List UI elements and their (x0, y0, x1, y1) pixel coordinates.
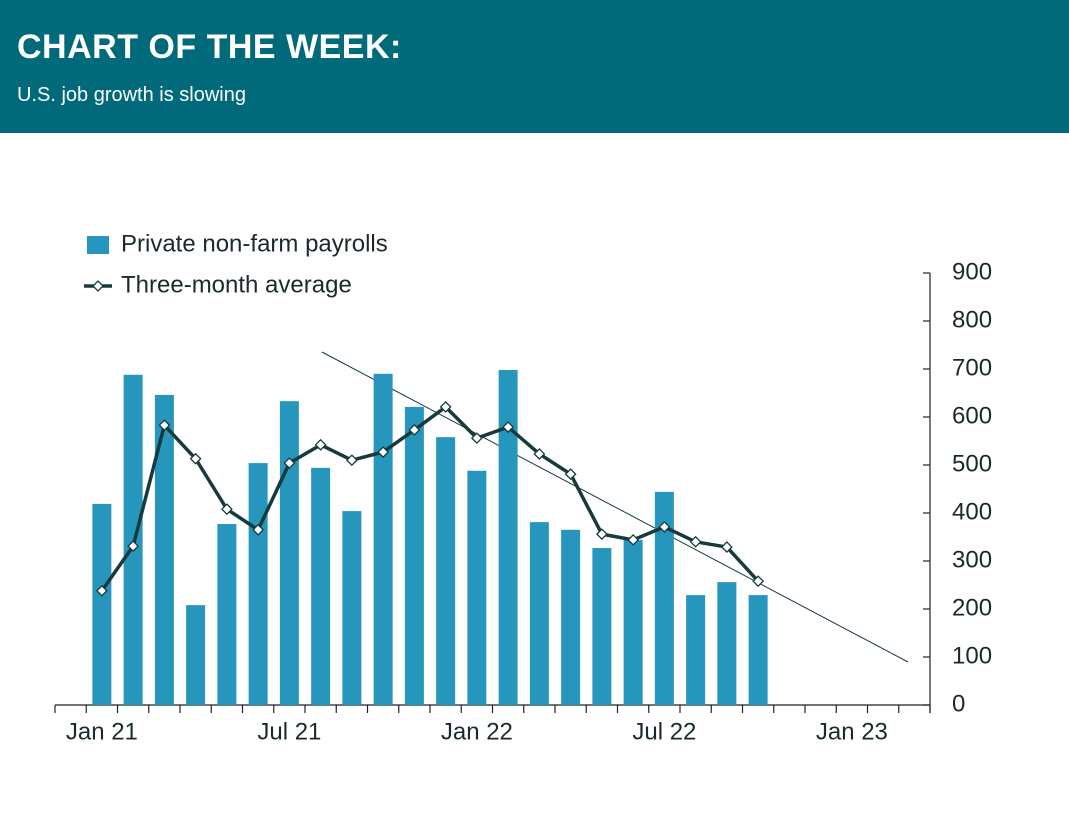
bar (467, 470, 487, 705)
bar (373, 373, 393, 705)
bar (686, 595, 706, 705)
line-marker (377, 446, 390, 458)
line-marker (220, 503, 233, 516)
line-marker (502, 421, 515, 433)
y-tick-label: 900 (952, 258, 992, 285)
y-tick-label: 0 (952, 690, 965, 717)
bar (154, 394, 174, 705)
y-tick-label: 800 (952, 306, 992, 333)
line-marker (345, 454, 358, 467)
legend-swatch (87, 236, 109, 254)
line-marker (658, 521, 671, 533)
line-marker (533, 448, 546, 460)
legend-label: Private non-farm payrolls (121, 230, 388, 257)
line-marker (252, 523, 265, 536)
trend-line (321, 351, 909, 663)
bar (654, 491, 674, 705)
bar (561, 529, 581, 705)
bar (498, 369, 518, 705)
y-tick-label: 300 (952, 546, 992, 573)
bar (217, 524, 237, 705)
line-marker (189, 452, 202, 465)
line-marker (95, 584, 108, 597)
line-marker (627, 533, 640, 546)
y-tick-label: 500 (952, 450, 992, 477)
bar (279, 401, 299, 705)
line-marker (127, 540, 140, 553)
legend-label: Three-month average (121, 271, 352, 298)
line-marker (439, 401, 452, 413)
subtitle: U.S. job growth is slowing (17, 84, 246, 106)
y-tick-label: 200 (952, 594, 992, 621)
y-tick-label: 700 (952, 354, 992, 381)
y-tick-label: 400 (952, 498, 992, 525)
line-marker (470, 432, 483, 445)
x-tick-label: Jan 22 (441, 718, 513, 745)
line-marker (283, 457, 296, 469)
bar (404, 406, 424, 705)
x-tick-label: Jan 23 (816, 718, 888, 745)
bar (436, 437, 456, 705)
line-marker (314, 438, 327, 451)
bar (529, 522, 549, 705)
bar (592, 548, 612, 705)
title: CHART OF THE WEEK: (17, 28, 402, 66)
bar (717, 582, 737, 705)
line-marker (720, 541, 733, 553)
y-tick-label: 600 (952, 402, 992, 429)
bar (248, 463, 268, 705)
bar (186, 605, 206, 705)
header: CHART OF THE WEEK: U.S. job growth is sl… (0, 0, 1069, 133)
line (100, 405, 760, 592)
bar (623, 539, 643, 705)
bar (342, 511, 362, 705)
line-marker (752, 575, 765, 588)
line-marker (689, 535, 702, 548)
line-marker (408, 424, 421, 436)
x-tick-label: Jul 21 (257, 718, 321, 745)
bar (311, 467, 331, 705)
line-marker (564, 468, 577, 481)
bar (748, 595, 768, 705)
x-tick-label: Jul 22 (632, 718, 696, 745)
line-marker (595, 528, 608, 541)
x-tick-label: Jan 21 (66, 718, 138, 745)
legend-marker (92, 280, 104, 292)
line-marker (158, 419, 171, 432)
y-tick-label: 100 (952, 642, 992, 669)
bar (92, 503, 112, 705)
